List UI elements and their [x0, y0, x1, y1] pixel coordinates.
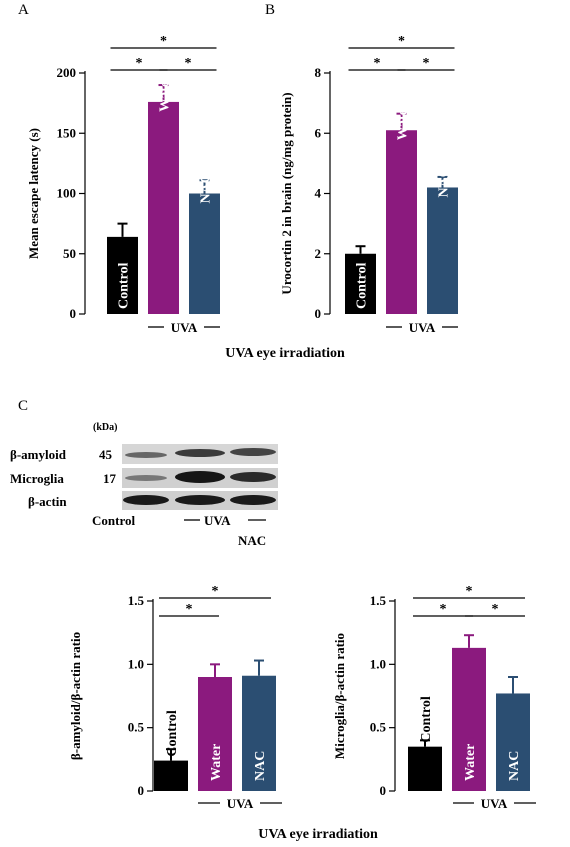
significance-star: *	[185, 56, 192, 71]
bar-control	[107, 236, 138, 314]
band-microglia-control	[125, 475, 167, 481]
kda-label: (kDa)	[93, 422, 117, 433]
y-tick-label: 1.0	[128, 656, 144, 671]
significance-star: *	[160, 34, 167, 49]
y-axis-label: Urocortin 2 in brain (ng/mg protein)	[279, 92, 294, 294]
bar-water	[198, 677, 232, 791]
significance-star: *	[492, 602, 499, 617]
y-tick-label: 1.5	[370, 593, 387, 608]
y-axis-label: Microglia/β-actin ratio	[332, 633, 347, 759]
y-tick-label: 0	[138, 783, 145, 798]
uva-label: UVA	[171, 320, 198, 335]
y-tick-label: 100	[57, 186, 77, 201]
bar-label-nac: NAC	[507, 751, 522, 781]
blot-lane-uva: UVA	[204, 513, 231, 528]
bar-nac	[242, 675, 276, 791]
bar-label-water: Water	[396, 103, 411, 140]
band-microglia-nac	[230, 472, 276, 482]
x-group-label-top: UVA eye irradiation	[225, 346, 345, 361]
band-actin-control	[123, 495, 169, 505]
uva-label: UVA	[481, 796, 508, 811]
blot-kda-amyloid: 45	[99, 447, 113, 462]
significance-star: *	[186, 602, 193, 617]
band-microglia-water	[175, 471, 225, 483]
blot-row-label-amyloid: β-amyloid	[10, 447, 67, 462]
y-tick-label: 8	[315, 65, 322, 80]
blot-lane-control: Control	[92, 513, 135, 528]
panel-label-b: B	[265, 2, 275, 18]
bar-label-control: Control	[355, 262, 370, 309]
blot-kda-microglia: 17	[103, 471, 117, 486]
bar-control	[345, 253, 376, 314]
y-tick-label: 1.0	[370, 656, 386, 671]
blot-row-label-actin: β-actin	[28, 494, 67, 509]
bar-label-control: Control	[117, 262, 132, 309]
y-axis-label: Mean escape latency (s)	[26, 128, 41, 259]
chart-a: 0 50 100 150 200 Mean escape latency (s) Contr…	[26, 34, 220, 335]
bar-control	[408, 746, 442, 791]
bar-nac	[496, 693, 530, 791]
x-group-label-bottom: UVA eye irradiation	[258, 827, 378, 842]
y-tick-label: 0.5	[128, 720, 145, 735]
y-tick-label: 0.5	[370, 720, 387, 735]
band-amyloid-nac	[230, 448, 276, 456]
blot-row-label-microglia: Microglia	[10, 471, 64, 486]
significance-star: *	[440, 602, 447, 617]
bar-label-water: Water	[463, 744, 478, 781]
significance-star: *	[466, 584, 473, 599]
bar-control	[154, 760, 188, 791]
bar-nac	[427, 187, 458, 314]
panel-label-c: C	[18, 398, 28, 414]
y-tick-label: 4	[315, 186, 322, 201]
y-tick-label: 0	[315, 306, 322, 321]
chart-c-microglia: 0 0.5 1.0 1.5 Microglia/β-actin ratio Control…	[332, 584, 536, 811]
y-tick-label: 1.5	[128, 593, 145, 608]
y-tick-label: 50	[63, 246, 76, 261]
bar-label-control: Control	[165, 710, 180, 757]
uva-label: UVA	[409, 320, 436, 335]
y-axis-label: β-amyloid/β-actin ratio	[68, 632, 83, 760]
bar-water	[148, 101, 179, 314]
bar-label-water: Water	[158, 75, 173, 112]
significance-star: *	[398, 34, 405, 49]
blot-lane-nac: NAC	[238, 533, 266, 548]
chart-b: 0 2 4 6 8 Urocortin 2 in brain (ng/mg protein…	[279, 34, 458, 335]
significance-star: *	[423, 56, 430, 71]
western-blot: (kDa) β-amyloid 45 Microglia 17 β-actin …	[10, 422, 278, 548]
significance-star: *	[136, 56, 143, 71]
y-tick-label: 150	[57, 125, 77, 140]
band-actin-nac	[230, 495, 276, 505]
y-tick-label: 0	[380, 783, 387, 798]
bar-nac	[189, 193, 220, 314]
panel-label-a: A	[18, 2, 29, 18]
significance-star: *	[374, 56, 381, 71]
band-amyloid-control	[125, 452, 167, 458]
bar-label-nac: NAC	[253, 751, 268, 781]
chart-c-amyloid: 0 0.5 1.0 1.5 β-amyloid/β-actin ratio Control…	[68, 584, 282, 811]
band-actin-water	[175, 495, 225, 505]
y-tick-label: 6	[315, 125, 322, 140]
significance-star: *	[212, 584, 219, 599]
bar-label-water: Water	[209, 744, 224, 781]
y-tick-label: 0	[70, 306, 77, 321]
band-amyloid-water	[175, 449, 225, 457]
y-tick-label: 200	[57, 65, 77, 80]
y-tick-label: 2	[315, 246, 322, 261]
bar-label-control: Control	[419, 696, 434, 743]
bar-water	[452, 647, 486, 791]
uva-label: UVA	[227, 796, 254, 811]
bar-label-nac: NAC	[437, 167, 452, 197]
bar-water	[386, 130, 417, 314]
bar-label-nac: NAC	[199, 173, 214, 203]
